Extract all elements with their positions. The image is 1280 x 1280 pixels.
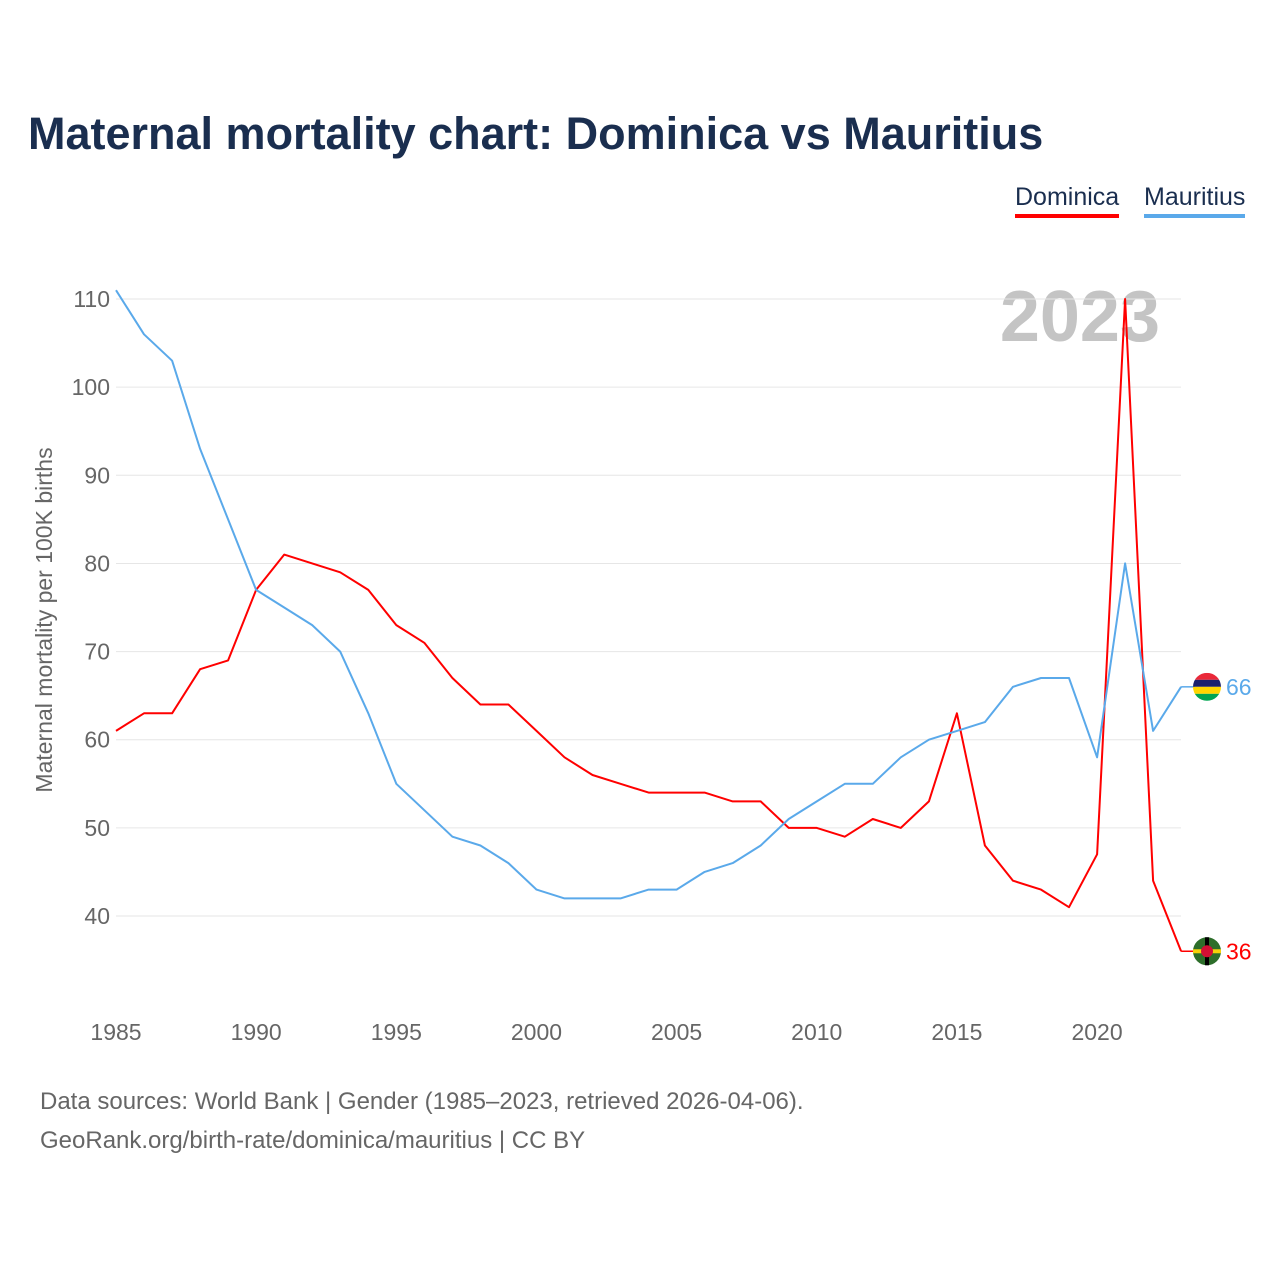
flag-stripe	[1193, 679, 1221, 687]
flag-stripe	[1193, 686, 1221, 694]
flag-stripe	[1193, 693, 1221, 701]
year-watermark: 2023	[1000, 277, 1160, 357]
y-axis-label: Maternal mortality per 100K births	[31, 447, 57, 792]
y-tick-label: 110	[73, 286, 110, 312]
x-tick-label: 2000	[511, 1019, 562, 1045]
mauritius-flag-icon	[1193, 672, 1221, 701]
x-tick-label: 2015	[931, 1019, 982, 1045]
y-tick-label: 80	[84, 550, 110, 576]
y-tick-label: 60	[84, 727, 110, 753]
y-tick-label: 40	[84, 903, 110, 929]
flag-disc	[1201, 945, 1213, 958]
y-tick-label: 90	[84, 462, 110, 488]
y-tick-label: 50	[84, 815, 110, 841]
x-tick-label: 2020	[1071, 1019, 1122, 1045]
flag-stripe	[1193, 672, 1221, 680]
x-tick-label: 1995	[371, 1019, 422, 1045]
x-tick-label: 2010	[791, 1019, 842, 1045]
x-tick-label: 1990	[231, 1019, 282, 1045]
legend-mauritius[interactable]: Mauritius	[1144, 183, 1246, 218]
end-value-label: 66	[1226, 674, 1252, 700]
source-text: Data sources: World Bank | Gender (1985–…	[40, 1088, 804, 1115]
chart-title: Maternal mortality chart: Dominica vs Ma…	[28, 108, 1044, 159]
series-line-mauritius	[115, 289, 1182, 900]
credit-text[interactable]: GeoRank.org/birth-rate/dominica/mauritiu…	[40, 1127, 586, 1154]
end-value-label: 36	[1226, 938, 1252, 964]
x-tick-label: 2005	[651, 1019, 702, 1045]
series-line-dominica	[115, 298, 1183, 952]
y-tick-label: 70	[84, 639, 110, 665]
x-tick-label: 1985	[90, 1019, 141, 1045]
legend-dominica[interactable]: Dominica	[1015, 183, 1120, 218]
y-tick-label: 100	[72, 374, 110, 400]
